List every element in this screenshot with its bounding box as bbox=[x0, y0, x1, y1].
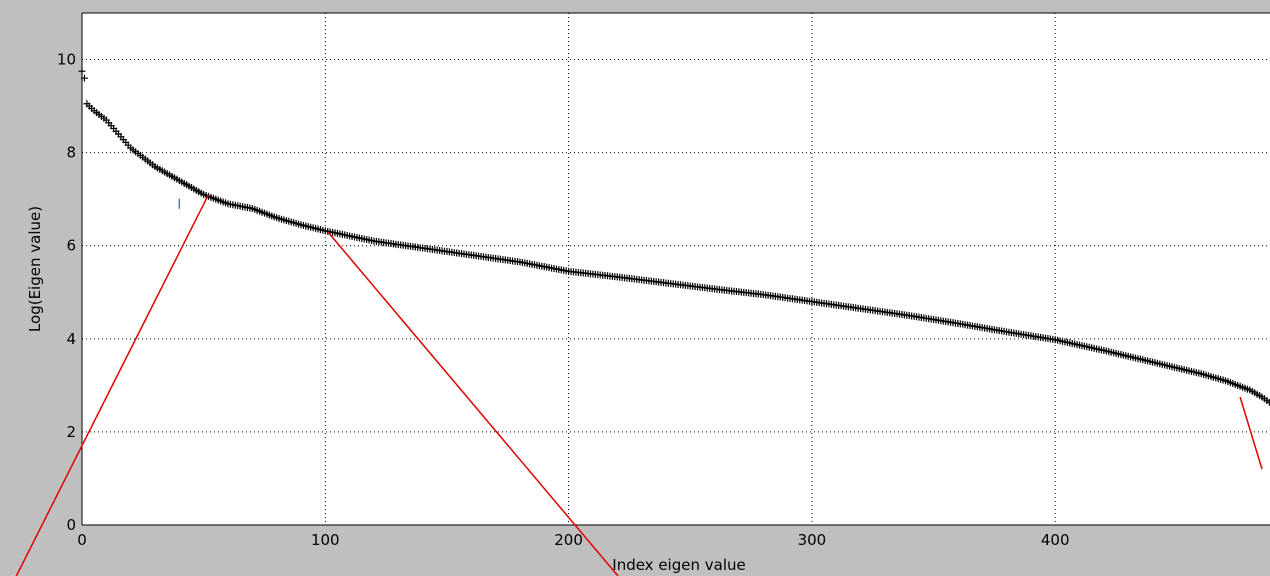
annotation-line bbox=[327, 231, 620, 576]
y-tick-label: 0 bbox=[66, 516, 76, 534]
annotation-line bbox=[15, 194, 210, 576]
x-tick-labels: 0 100 200 300 400 bbox=[77, 531, 1069, 549]
x-tick-label: 300 bbox=[798, 531, 827, 549]
y-tick-label: 4 bbox=[66, 330, 76, 348]
x-tick-label: 0 bbox=[77, 531, 87, 549]
y-axis-label: Log(Eigen value) bbox=[26, 206, 44, 332]
x-tick-label: 100 bbox=[311, 531, 340, 549]
y-tick-label: 10 bbox=[57, 51, 76, 69]
plot-area bbox=[82, 13, 1270, 525]
data-point bbox=[1265, 398, 1270, 406]
y-tick-label: 8 bbox=[66, 144, 76, 162]
y-tick-label: 2 bbox=[66, 423, 76, 441]
annotation-line bbox=[1239, 396, 1263, 470]
x-tick-label: 400 bbox=[1041, 531, 1070, 549]
annotation-lines bbox=[15, 194, 1263, 576]
data-points bbox=[78, 67, 1270, 406]
plot-frame bbox=[81, 12, 1270, 526]
y-tick-label: 6 bbox=[66, 237, 76, 255]
y-tick-labels: 0 2 4 6 8 10 bbox=[57, 51, 76, 534]
x-axis-label: Index eigen value bbox=[612, 556, 745, 574]
x-tick-label: 200 bbox=[554, 531, 583, 549]
